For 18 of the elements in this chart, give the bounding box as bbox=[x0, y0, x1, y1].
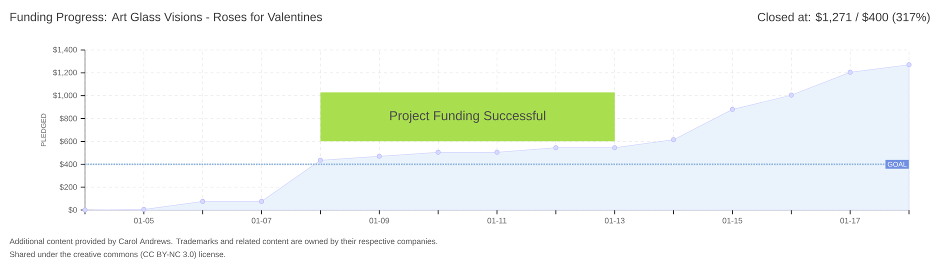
point bbox=[200, 198, 206, 204]
point bbox=[436, 150, 441, 155]
point bbox=[848, 70, 853, 75]
point bbox=[788, 92, 794, 98]
annotation: Project Funding Successful bbox=[390, 110, 546, 123]
point bbox=[494, 150, 500, 155]
point bbox=[906, 62, 912, 68]
point bbox=[376, 154, 382, 159]
point bbox=[671, 137, 676, 142]
chart-subtitle: Closed at: $1,271 / $400 (317%) bbox=[758, 12, 930, 24]
point bbox=[612, 145, 618, 150]
point bbox=[141, 206, 146, 212]
point bbox=[318, 158, 323, 163]
chart-title: Funding Progress: Art Glass Visions - Roses for Valentines bbox=[10, 12, 322, 24]
point bbox=[82, 208, 88, 212]
point bbox=[553, 145, 558, 150]
point bbox=[730, 106, 735, 112]
point bbox=[259, 198, 264, 204]
